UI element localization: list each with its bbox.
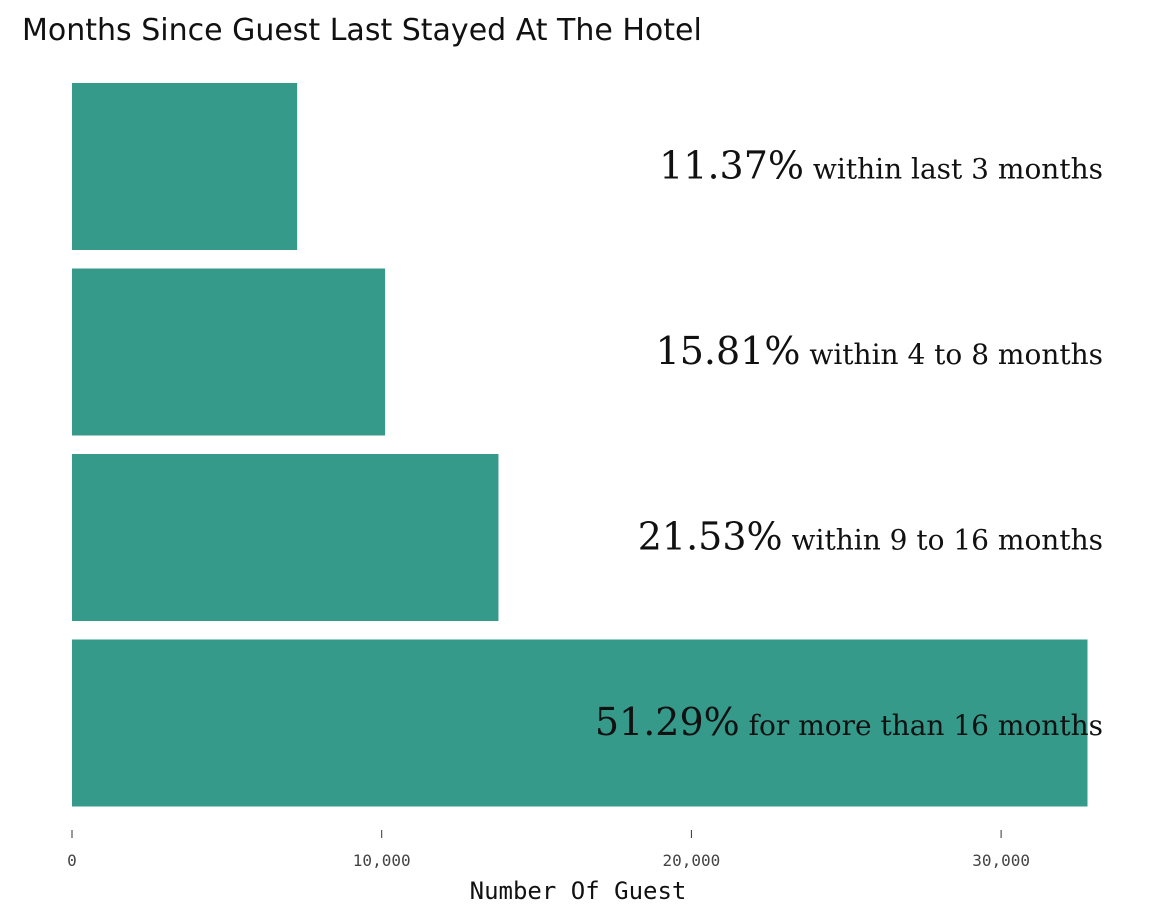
x-axis-label: Number Of Guest [470,877,687,905]
bar [72,454,499,621]
x-axis-ticks: 0 10,000 20,000 30,000 [67,830,1030,870]
x-tick-label: 30,000 [972,851,1030,870]
bar-label-percent: 15.81% [656,329,801,373]
bars-layer [72,83,1088,807]
x-tick-label: 10,000 [353,851,411,870]
bar-label: 51.29% for more than 16 months [595,700,1103,744]
bar-label-description: within last 3 months [804,153,1103,186]
bar-label: 15.81% within 4 to 8 months [656,329,1103,373]
bar [72,83,298,250]
bar-label-percent: 51.29% [595,700,740,744]
bar-label-percent: 21.53% [638,515,783,559]
bar-labels-layer: 11.37% within last 3 months 15.81% within… [595,144,1103,745]
x-tick-label: 0 [67,851,77,870]
bar-label-description: within 4 to 8 months [800,338,1103,371]
bar-label-percent: 11.37% [659,144,804,188]
bar-label-description: for more than 16 months [740,709,1103,742]
bar-label: 21.53% within 9 to 16 months [638,515,1103,559]
bar-label: 11.37% within last 3 months [659,144,1103,188]
chart-title: Months Since Guest Last Stayed At The Ho… [22,13,702,48]
bar [72,268,386,436]
bar-label-description: within 9 to 16 months [783,524,1103,557]
bar [72,639,1088,807]
x-tick-label: 20,000 [663,851,721,870]
